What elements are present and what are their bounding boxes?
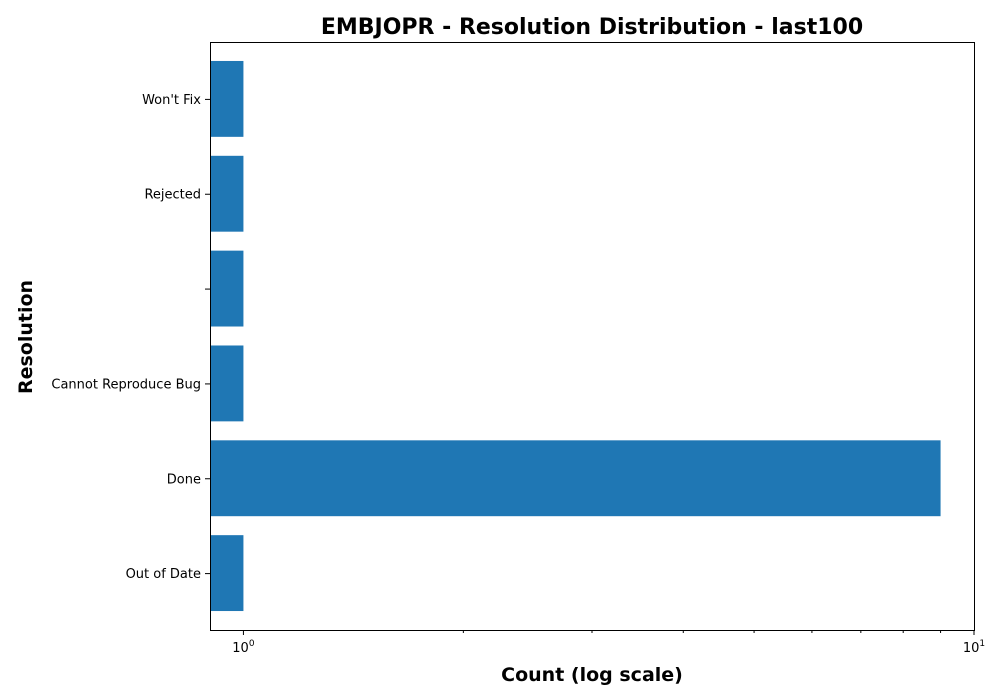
- y-tick-label: Rejected: [144, 188, 201, 203]
- y-tick-label: Won't Fix: [142, 93, 201, 108]
- x-tick-exponent: 1: [979, 639, 985, 649]
- x-tick-label: 100: [232, 639, 255, 656]
- y-tick-label: Done: [167, 472, 201, 487]
- bar-cannot-reproduce-bug: [210, 345, 244, 422]
- plot-frame: [210, 42, 975, 631]
- bar-rejected: [210, 155, 244, 232]
- x-axis-label: Count (log scale): [501, 664, 683, 686]
- y-tick-label: Cannot Reproduce Bug: [51, 377, 201, 392]
- bar-won-t-fix: [210, 60, 244, 137]
- bar-done: [210, 440, 941, 517]
- y-axis-label: Resolution: [15, 280, 37, 394]
- x-axis-ticks: 100 101: [232, 630, 985, 656]
- chart-title: EMBJOPR - Resolution Distribution - last…: [321, 15, 863, 40]
- y-axis-ticks: Out of Date Done Cannot Reproduce Bug Rejec…: [51, 93, 210, 582]
- bars-group: [210, 60, 941, 612]
- x-tick-base: 10: [232, 641, 249, 656]
- bar-blank: [210, 250, 244, 327]
- y-tick-label: Out of Date: [126, 567, 201, 582]
- x-tick-label: 101: [963, 639, 985, 656]
- x-tick-exponent: 0: [249, 639, 255, 649]
- x-tick-base: 10: [963, 641, 980, 656]
- bar-out-of-date: [210, 535, 244, 612]
